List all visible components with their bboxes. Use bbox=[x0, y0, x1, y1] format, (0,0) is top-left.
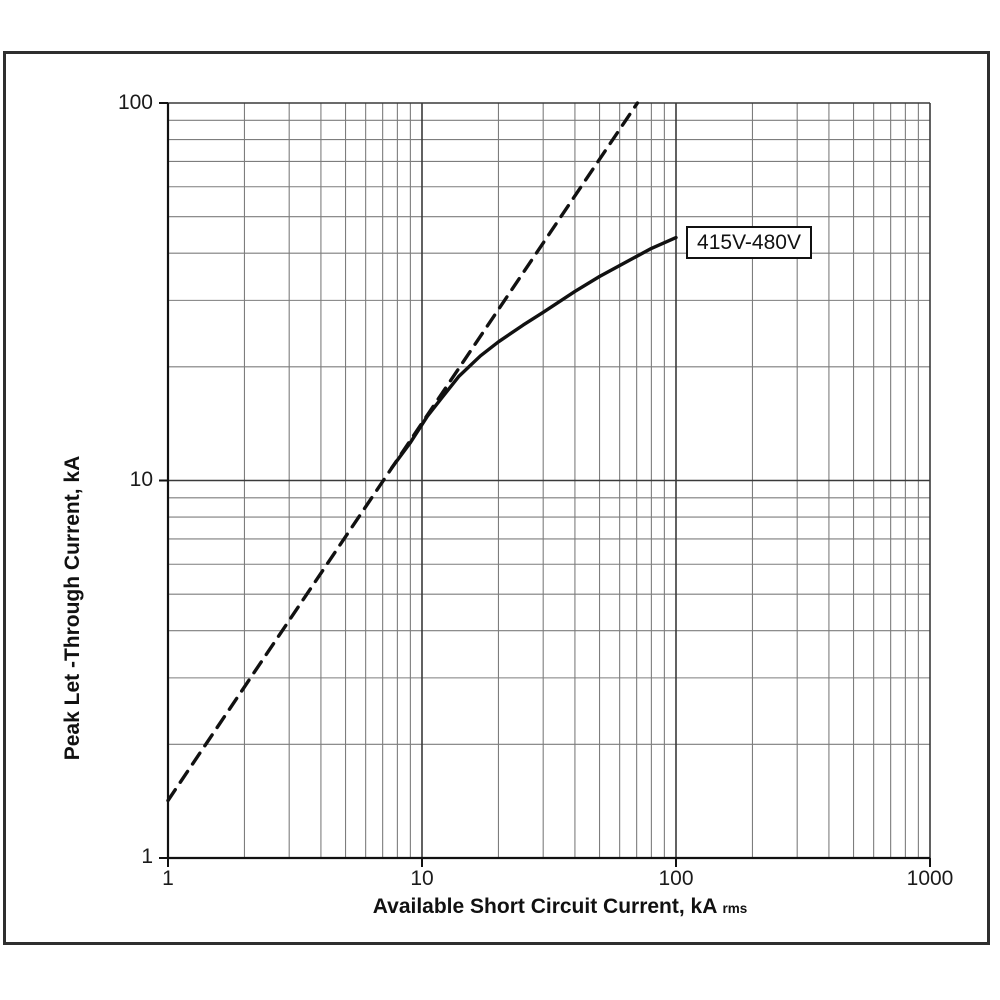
y-tick-label-10: 10 bbox=[129, 468, 153, 491]
y-tick-label-100: 100 bbox=[117, 91, 153, 114]
x-tick-label-1000: 1000 bbox=[906, 867, 954, 890]
x-axis-title-subscript: rms bbox=[722, 901, 748, 916]
x-tick-label-1: 1 bbox=[162, 867, 174, 890]
y-axis-title: Peak Let -Through Current, kA bbox=[61, 455, 84, 761]
415V-480V-let-through-curve bbox=[390, 235, 678, 470]
x-tick-label-10: 10 bbox=[410, 867, 434, 890]
x-tick-label-100: 100 bbox=[658, 867, 694, 890]
x-axis-title: Available Short Circuit Current, kA rms bbox=[250, 895, 870, 919]
series-curves bbox=[166, 101, 678, 803]
chart-border bbox=[3, 51, 990, 945]
series-label-box: 415V-480V bbox=[686, 226, 812, 259]
axis-lines bbox=[159, 102, 931, 867]
y-tick-label-1: 1 bbox=[141, 845, 153, 868]
x-axis-title-text: Available Short Circuit Current, kA bbox=[372, 895, 717, 918]
